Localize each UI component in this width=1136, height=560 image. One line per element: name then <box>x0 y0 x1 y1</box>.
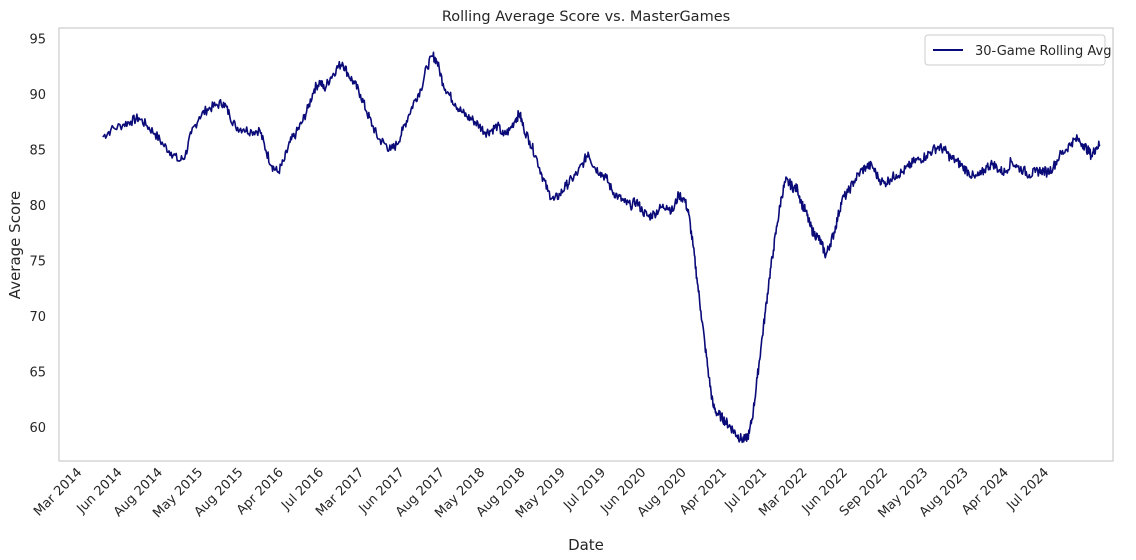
y-tick-label: 65 <box>29 366 46 381</box>
y-tick-label: 95 <box>29 33 46 48</box>
x-tick-label: Jul 2024 <box>1004 465 1053 514</box>
plot-area <box>58 27 1114 462</box>
y-tick-label: 70 <box>29 310 46 325</box>
y-axis-ticks: 60 65 70 75 80 85 90 95 <box>29 33 46 437</box>
chart-title: Rolling Average Score vs. MasterGames <box>442 9 730 25</box>
x-axis-label: Date <box>568 536 604 554</box>
y-tick-label: 75 <box>29 255 46 270</box>
legend-label: 30-Game Rolling Avg <box>975 44 1111 59</box>
legend-box <box>924 34 1106 66</box>
y-tick-label: 85 <box>29 144 46 159</box>
legend: 30-Game Rolling Avg <box>924 34 1111 66</box>
y-tick-label: 80 <box>29 199 46 214</box>
series-line-30-game-rolling-avg <box>102 51 1101 444</box>
y-tick-label: 90 <box>29 88 46 103</box>
y-tick-label: 60 <box>29 421 46 436</box>
x-tick-label: Mar 2014 <box>31 465 85 519</box>
y-axis-label: Average Score <box>6 191 24 299</box>
